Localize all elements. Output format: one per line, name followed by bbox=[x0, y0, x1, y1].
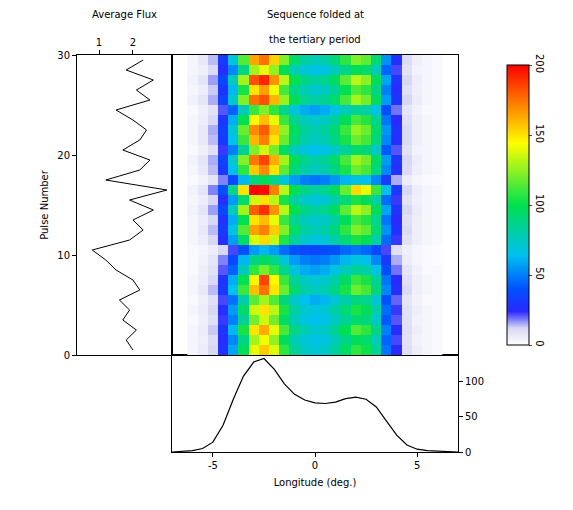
svg-text:50: 50 bbox=[534, 267, 545, 280]
svg-text:50: 50 bbox=[465, 411, 478, 422]
svg-text:the tertiary period: the tertiary period bbox=[269, 34, 361, 45]
svg-text:0: 0 bbox=[64, 350, 70, 361]
svg-text:0: 0 bbox=[534, 340, 545, 346]
svg-text:5: 5 bbox=[414, 460, 420, 471]
svg-text:10: 10 bbox=[57, 250, 70, 261]
svg-text:200: 200 bbox=[534, 54, 545, 73]
svg-text:Longitude (deg.): Longitude (deg.) bbox=[274, 477, 357, 488]
svg-text:Average Flux: Average Flux bbox=[92, 9, 157, 20]
svg-text:2: 2 bbox=[130, 37, 136, 48]
svg-text:20: 20 bbox=[57, 150, 70, 161]
svg-text:150: 150 bbox=[534, 124, 545, 143]
svg-text:1: 1 bbox=[96, 37, 102, 48]
svg-text:-5: -5 bbox=[208, 460, 218, 471]
svg-text:100: 100 bbox=[534, 194, 545, 213]
svg-text:0: 0 bbox=[465, 447, 471, 458]
svg-text:30: 30 bbox=[57, 50, 70, 61]
svg-text:Sequence folded at: Sequence folded at bbox=[267, 9, 364, 20]
svg-text:0: 0 bbox=[312, 460, 318, 471]
svg-text:100: 100 bbox=[465, 376, 484, 387]
svg-text:Pulse Number: Pulse Number bbox=[39, 169, 50, 240]
